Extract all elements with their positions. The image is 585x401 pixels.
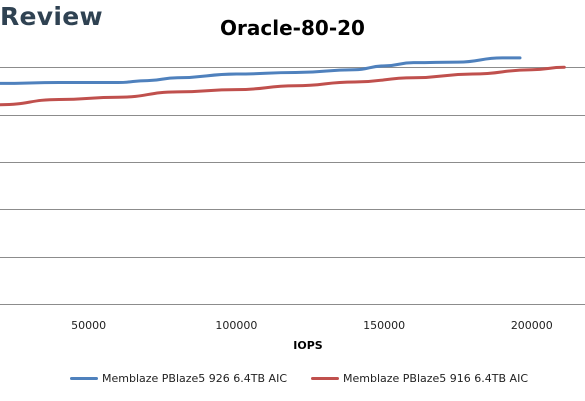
legend-swatch-series-1 — [70, 377, 98, 380]
series-line-2 — [0, 65, 566, 107]
x-tick-label: 100000 — [215, 319, 257, 332]
legend-label-series-1: Memblaze PBlaze5 926 6.4TB AIC — [102, 372, 288, 385]
series-lines — [0, 56, 566, 107]
grid-lines — [0, 67, 585, 305]
x-tick-label: 50000 — [71, 319, 106, 332]
legend-item-series-1: Memblaze PBlaze5 926 6.4TB AIC — [70, 372, 287, 385]
legend-swatch-series-2 — [311, 377, 339, 380]
x-tick-label: 150000 — [363, 319, 405, 332]
chart-legend: Memblaze PBlaze5 926 6.4TB AIC Memblaze … — [0, 372, 585, 388]
chart-title: Oracle-80-20 — [220, 16, 365, 40]
legend-label-series-2: Memblaze PBlaze5 916 6.4TB AIC — [343, 372, 529, 385]
x-tick-labels: 50000 100000 150000 200000 — [71, 319, 553, 332]
series-line-1 — [0, 56, 522, 85]
legend-item-series-2: Memblaze PBlaze5 916 6.4TB AIC — [311, 372, 528, 385]
x-tick-label: 200000 — [511, 319, 553, 332]
brand-logo-text: Review — [0, 2, 103, 31]
x-axis-label: IOPS — [293, 339, 323, 352]
